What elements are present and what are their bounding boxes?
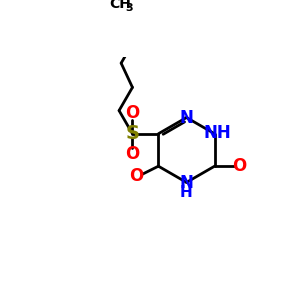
Text: 3: 3 [125, 3, 133, 13]
Text: CH: CH [109, 0, 131, 11]
Text: N: N [180, 174, 194, 192]
Text: O: O [232, 157, 247, 175]
Text: H: H [180, 185, 193, 200]
Text: N: N [180, 109, 194, 127]
Text: S: S [125, 124, 140, 143]
Text: NH: NH [203, 124, 231, 142]
Text: O: O [125, 145, 140, 163]
Text: O: O [125, 104, 140, 122]
Text: O: O [129, 167, 144, 185]
